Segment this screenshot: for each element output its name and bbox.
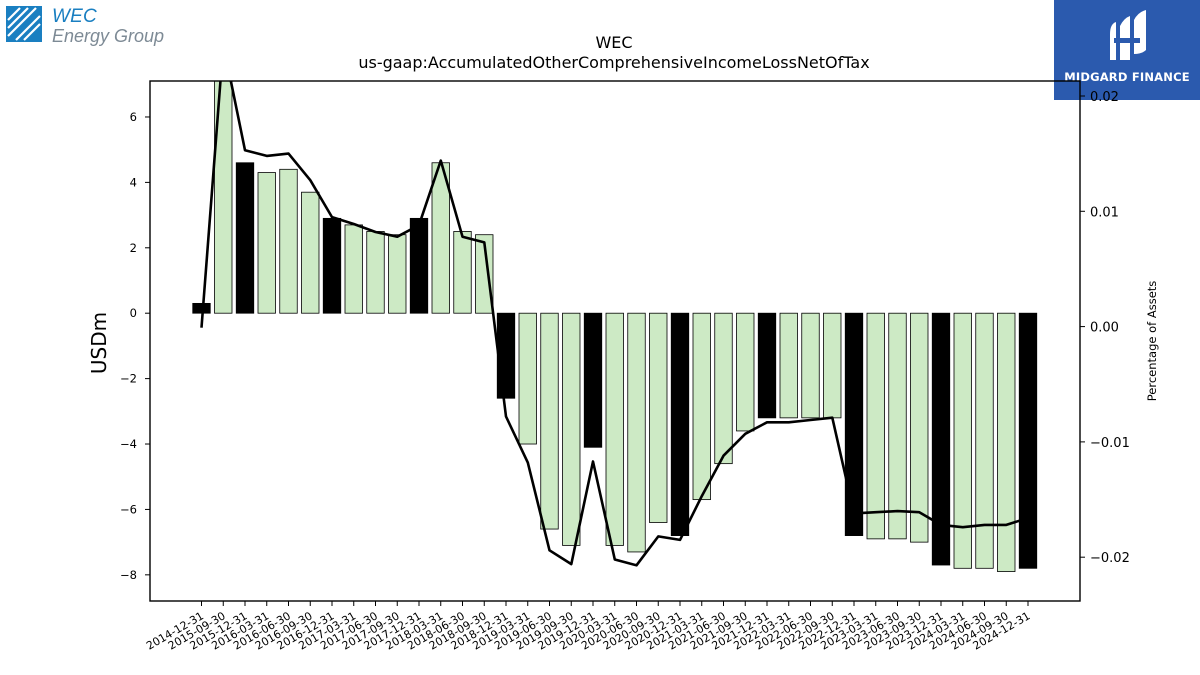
midgard-logo-mark-icon xyxy=(1110,10,1146,60)
chart-subtitle: us-gaap:AccumulatedOtherComprehensiveInc… xyxy=(358,53,869,72)
bar-2020-09-30 xyxy=(649,312,668,523)
y-tick-label: 0 xyxy=(130,306,137,320)
bar-2022-09-30 xyxy=(823,312,842,419)
bar-2022-12-31 xyxy=(844,312,864,536)
bar-2017-06-30 xyxy=(366,231,385,314)
percentage-of-assets-line xyxy=(200,81,1029,567)
bar-2018-09-30 xyxy=(475,234,494,314)
y-tick-label: 6 xyxy=(130,110,137,124)
y-tick-label: −6 xyxy=(120,502,137,516)
bar-2020-12-31 xyxy=(670,312,690,536)
bar-2018-12-31 xyxy=(496,312,516,399)
bar-2019-06-30 xyxy=(540,312,559,530)
wec-logo-text-line2: Energy Group xyxy=(52,26,165,46)
bar-2016-06-30 xyxy=(279,168,298,314)
bar-2022-06-30 xyxy=(801,312,820,419)
bar-2017-03-31 xyxy=(344,224,363,314)
bar-2020-03-31 xyxy=(605,312,624,546)
bar-2021-12-31 xyxy=(757,312,777,419)
y-right-tick-label: −0.01 xyxy=(1090,436,1130,451)
wec-logo-text-line1: WEC xyxy=(52,6,97,27)
y-axis-left: 6 4 2 0 −2 −4 −6 −8 xyxy=(120,110,150,582)
wec-logo-mark-icon xyxy=(6,6,42,42)
bar-2023-12-31 xyxy=(931,312,951,566)
bar-2024-06-30 xyxy=(975,312,994,569)
y-right-tick-label: 0.00 xyxy=(1090,321,1119,336)
y-axis-right: 0.02 0.01 0.00 −0.01 −0.02 xyxy=(1080,90,1130,566)
wec-energy-group-logo: WEC Energy Group xyxy=(6,6,176,46)
bar-2023-03-31 xyxy=(866,312,885,540)
bar-2016-12-31 xyxy=(322,217,342,314)
midgard-logo-name: MIDGARD FINANCE xyxy=(1064,70,1190,84)
bar-2020-06-30 xyxy=(627,312,646,553)
midgard-finance-logo: MIDGARD FINANCE xyxy=(1054,0,1200,100)
bar-2021-06-30 xyxy=(714,312,733,465)
bar-2021-03-31 xyxy=(692,312,711,501)
bar-2015-12-31 xyxy=(235,162,255,314)
bar-2019-03-31 xyxy=(518,312,537,445)
y-tick-label: 4 xyxy=(130,175,137,189)
bar-2021-09-30 xyxy=(736,312,755,432)
y-tick-label: −4 xyxy=(120,437,137,451)
bar-2019-12-31 xyxy=(583,312,603,448)
line-layer xyxy=(200,81,1029,567)
y-axis-right-label: Percentage of Assets xyxy=(1145,281,1159,402)
x-axis: 2014-12-312015-09-302015-12-312016-03-31… xyxy=(144,601,1033,653)
y-tick-label: −2 xyxy=(120,372,137,386)
bars-layer xyxy=(192,81,1038,572)
bar-2019-09-30 xyxy=(562,312,581,546)
bar-2016-09-30 xyxy=(301,191,320,314)
bar-2024-12-31 xyxy=(1018,312,1038,569)
y-right-tick-label: −0.02 xyxy=(1090,551,1130,566)
bar-2023-09-30 xyxy=(910,312,929,543)
bar-2022-03-31 xyxy=(779,312,798,419)
bar-2024-03-31 xyxy=(953,312,972,569)
y-tick-label: −8 xyxy=(120,568,137,582)
bar-2018-06-30 xyxy=(453,231,472,314)
y-right-tick-label: 0.01 xyxy=(1090,205,1119,220)
bar-2015-09-30 xyxy=(214,81,233,314)
y-tick-label: 2 xyxy=(130,241,137,255)
y-right-tick-label: 0.02 xyxy=(1090,90,1119,105)
bar-2017-09-30 xyxy=(388,234,407,314)
y-axis-label: USDm xyxy=(87,312,111,374)
bar-2017-12-31 xyxy=(409,217,429,314)
bar-2023-06-30 xyxy=(888,312,907,540)
bar-2016-03-31 xyxy=(257,172,276,314)
bar-2024-09-30 xyxy=(997,312,1016,572)
chart-title: WEC xyxy=(595,33,632,52)
